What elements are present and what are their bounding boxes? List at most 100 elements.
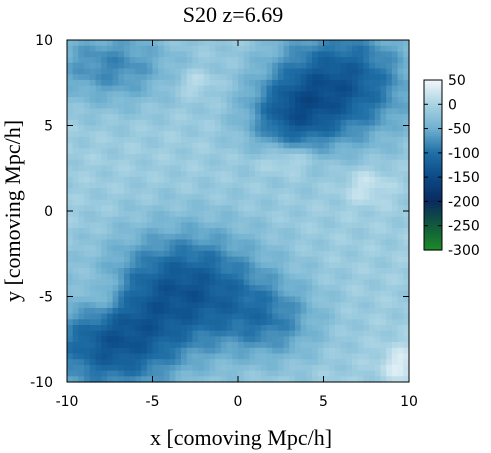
heatmap-cell [118,176,125,184]
heatmap-cell [374,228,382,235]
heatmap-cell [146,222,154,229]
heatmap-cell [203,302,211,309]
heatmap-cell [209,91,216,98]
heatmap-cell [329,171,336,178]
heatmap-cell [129,40,136,47]
heatmap-cell [175,364,182,372]
heatmap-cell [357,376,364,383]
heatmap-cell [300,325,307,332]
heatmap-cell [78,79,85,87]
heatmap-cell [243,159,250,166]
heatmap-cell [129,148,136,155]
heatmap-cell [391,188,399,195]
heatmap-cell [403,182,410,189]
heatmap-cell [186,108,193,115]
heatmap-cell [118,45,125,52]
heatmap-cell [380,250,387,258]
heatmap-cell [386,91,393,98]
heatmap-cell [169,51,176,58]
heatmap-cell [346,376,353,383]
heatmap-cell [363,205,370,212]
heatmap-cell [249,125,256,132]
heatmap-cell [203,222,211,229]
heatmap-cell [255,307,262,315]
heatmap-cell [243,285,250,292]
heatmap-cell [374,119,382,127]
heatmap-cell [323,256,330,263]
heatmap-cell [369,319,376,326]
heatmap-cell [238,74,245,81]
heatmap-cell [203,108,211,115]
heatmap-cell [397,165,404,172]
heatmap-cell [89,159,97,166]
heatmap-cell [346,68,353,75]
heatmap-cell [101,136,108,144]
heatmap-cell [346,336,353,343]
heatmap-cell [215,211,222,218]
heatmap-cell [198,290,205,298]
heatmap-cell [289,313,296,320]
heatmap-cell [352,228,359,235]
heatmap-cell [283,290,290,298]
heatmap-cell [266,330,273,337]
heatmap-cell [146,45,154,52]
heatmap-cell [163,245,171,252]
heatmap-cell [374,330,382,337]
heatmap-cell [272,182,279,189]
heatmap-cell [152,51,159,58]
heatmap-cell [89,262,97,269]
heatmap-cell [101,256,108,263]
heatmap-cell [146,102,154,109]
heatmap-cell [95,68,102,75]
heatmap-cell [312,97,319,104]
heatmap-cell [146,171,154,178]
heatmap-cell [67,97,74,104]
heatmap-cell [255,222,262,229]
heatmap-cell [249,85,256,92]
heatmap-cell [352,359,359,366]
heatmap-cell [317,176,325,184]
heatmap-cell [203,79,211,87]
heatmap-cell [95,359,102,366]
heatmap-cell [232,245,239,252]
heatmap-cell [220,228,228,235]
heatmap-cell [323,347,330,355]
heatmap-cell [78,148,85,155]
heatmap-cell [295,325,302,332]
heatmap-cell [209,353,216,360]
heatmap-cell [78,290,85,298]
heatmap-cell [369,325,376,332]
heatmap-cell [135,228,142,235]
heatmap-cell [186,165,193,172]
heatmap-cell [135,119,142,127]
heatmap-cell [215,250,222,258]
heatmap-cell [346,142,353,149]
heatmap-cell [135,136,142,144]
heatmap-cell [300,171,307,178]
heatmap-cell [340,148,347,155]
heatmap-cell [323,222,330,229]
heatmap-cell [357,313,364,320]
heatmap-cell [397,119,404,127]
heatmap-cell [146,211,154,218]
heatmap-cell [146,85,154,92]
heatmap-cell [329,119,336,127]
heatmap-cell [124,199,131,206]
heatmap-cell [186,97,193,104]
heatmap-cell [89,188,97,195]
heatmap-cell [209,142,216,149]
heatmap-cell [232,279,239,286]
heatmap-cell [391,307,399,315]
colorbar-cell [424,124,442,127]
heatmap-cell [67,273,74,280]
heatmap-cell [106,302,114,309]
heatmap-cell [89,199,97,206]
heatmap-cell [112,188,119,195]
heatmap-cell [220,222,228,229]
heatmap-cell [295,182,302,189]
heatmap-cell [386,108,393,115]
heatmap-cell [317,79,325,87]
heatmap-cell [95,159,102,166]
heatmap-cell [89,250,97,258]
heatmap-cell [238,176,245,184]
